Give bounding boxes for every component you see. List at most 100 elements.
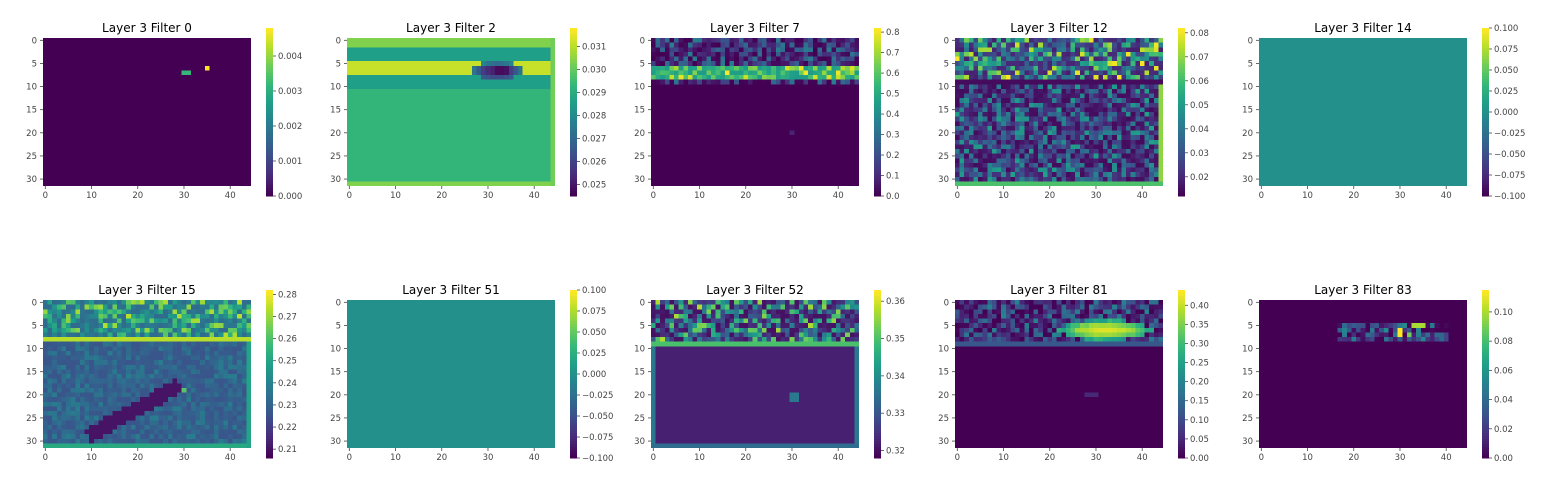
heatmap-cell	[504, 121, 509, 127]
heatmap-cell	[56, 172, 62, 177]
heatmap-cell	[522, 88, 528, 94]
heatmap-cell	[522, 112, 528, 117]
heatmap-cell	[379, 139, 385, 145]
heatmap-cell	[103, 139, 108, 145]
heatmap-cell	[752, 153, 758, 159]
heatmap-cell	[347, 98, 352, 103]
heatmap-cell	[116, 135, 122, 140]
heatmap-cell	[425, 176, 431, 182]
heatmap-cell	[195, 130, 201, 136]
heatmap-cell	[499, 172, 505, 177]
heatmap-cell	[794, 121, 800, 127]
heatmap-cell	[356, 139, 362, 145]
heatmap-cell	[232, 149, 238, 154]
heatmap-cell	[457, 75, 463, 80]
heatmap-cell	[785, 153, 790, 159]
heatmap-cell	[706, 107, 712, 113]
heatmap-cell	[365, 79, 371, 85]
heatmap-cell	[536, 153, 542, 159]
heatmap-cell	[1075, 38, 1080, 43]
heatmap-cell	[467, 65, 472, 71]
heatmap-cell	[144, 130, 150, 136]
heatmap-cell	[761, 61, 767, 66]
heatmap-cell	[1126, 47, 1131, 53]
heatmap-cell	[973, 38, 979, 43]
heatmap-cell	[89, 162, 94, 168]
heatmap-cell	[687, 51, 693, 57]
heatmap-cell	[411, 149, 417, 154]
colorbar-swatch	[874, 30, 881, 34]
heatmap-cell	[158, 51, 164, 57]
colorbar-swatch	[874, 70, 881, 74]
heatmap-cell	[775, 176, 781, 182]
y-tick-label: 0	[640, 36, 645, 46]
heatmap-cell	[365, 88, 371, 94]
heatmap-cell	[1056, 47, 1062, 53]
heatmap-cell	[448, 61, 454, 66]
heatmap-cell	[158, 65, 164, 71]
heatmap-cell	[462, 112, 468, 117]
heatmap-cell	[70, 135, 76, 140]
heatmap-cell	[43, 102, 48, 108]
heatmap-cell	[209, 158, 215, 164]
heatmap-cell	[822, 172, 827, 177]
heatmap-cell	[655, 125, 661, 131]
heatmap-cell	[845, 116, 850, 122]
heatmap-cell	[471, 93, 477, 99]
heatmap-cell	[393, 47, 398, 53]
heatmap-cell	[794, 172, 800, 177]
heatmap-cell	[66, 112, 71, 117]
heatmap-cell	[761, 162, 767, 168]
heatmap-cell	[955, 38, 960, 43]
heatmap-cell	[771, 102, 776, 108]
heatmap-cell	[545, 153, 551, 159]
heatmap-cell	[223, 139, 229, 145]
heatmap-cell	[761, 107, 767, 113]
heatmap-cell	[655, 75, 661, 80]
heatmap-cell	[706, 93, 712, 99]
heatmap-cell	[513, 135, 519, 140]
heatmap-cell	[854, 144, 860, 150]
heatmap-cell	[683, 172, 689, 177]
heatmap-cell	[204, 88, 210, 94]
heatmap-cell	[351, 116, 357, 122]
heatmap-cell	[407, 125, 412, 131]
heatmap-cell	[370, 176, 375, 182]
heatmap-cell	[107, 79, 113, 85]
heatmap-cell	[720, 176, 726, 182]
heatmap-cell	[508, 38, 514, 43]
heatmap-cell	[1139, 70, 1145, 76]
heatmap-cell	[158, 172, 164, 177]
heatmap-cell	[190, 47, 196, 53]
heatmap-cell	[711, 70, 716, 76]
heatmap-cell	[494, 42, 500, 48]
heatmap-cell	[153, 70, 159, 76]
heatmap-cell	[1052, 70, 1057, 76]
heatmap-cell	[743, 61, 749, 66]
heatmap-cell	[508, 135, 514, 140]
heatmap-cell	[457, 144, 463, 150]
heatmap-cell	[444, 176, 449, 182]
heatmap-cell	[163, 84, 168, 90]
heatmap-cell	[232, 107, 238, 113]
heatmap-cell	[660, 153, 666, 159]
heatmap-cell	[720, 116, 726, 122]
heatmap-cell	[771, 75, 776, 80]
heatmap-cell	[518, 70, 523, 76]
heatmap-cell	[674, 112, 679, 117]
heatmap-cell	[214, 107, 219, 113]
heatmap-cell	[1061, 51, 1067, 57]
heatmap-cell	[347, 176, 352, 182]
heatmap-cell	[724, 56, 730, 62]
heatmap-cell	[687, 93, 693, 99]
heatmap-cell	[153, 65, 159, 71]
heatmap-cell	[757, 61, 763, 66]
heatmap-cell	[158, 181, 164, 187]
heatmap-cell	[973, 70, 979, 76]
heatmap-cell	[195, 176, 201, 182]
heatmap-cell	[420, 98, 426, 103]
heatmap-cell	[789, 149, 795, 154]
heatmap-cell	[163, 139, 168, 145]
heatmap-cell	[204, 121, 210, 127]
heatmap-cell	[107, 84, 113, 90]
